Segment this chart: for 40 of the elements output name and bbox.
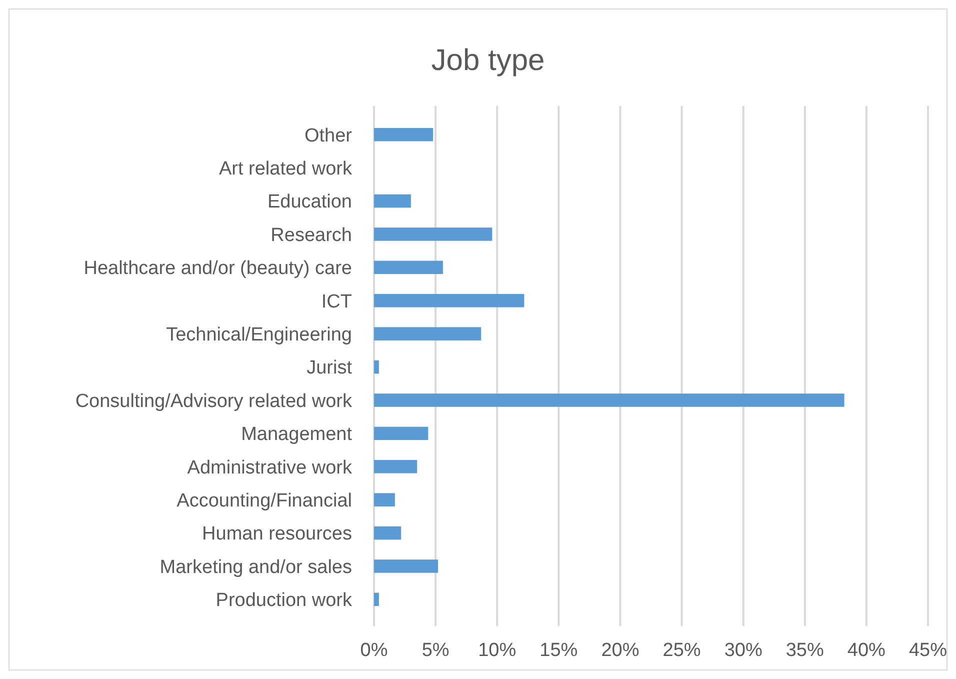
- bar: [374, 194, 411, 208]
- y-tick-label: Healthcare and/or (beauty) care: [84, 258, 352, 280]
- bar: [374, 493, 395, 506]
- bar: [374, 228, 492, 241]
- bar: [374, 294, 524, 308]
- y-tick-label: Technical/Engineering: [166, 324, 352, 346]
- y-tick-label: Education: [267, 192, 352, 213]
- x-tick-label: 20%: [601, 640, 640, 661]
- bar: [374, 327, 482, 340]
- bar: [374, 128, 434, 142]
- x-tick-label: 30%: [724, 640, 762, 661]
- bar: [374, 394, 844, 407]
- y-tick-label: Jurist: [306, 358, 353, 379]
- bar: [374, 260, 443, 274]
- y-tick-label: Management: [241, 424, 353, 446]
- y-tick-label: Consulting/Advisory related work: [75, 390, 352, 412]
- x-tick-label: 25%: [662, 640, 701, 661]
- y-tick-label: Production work: [216, 590, 352, 612]
- x-tick-label: 15%: [540, 640, 578, 661]
- x-tick-label: 5%: [422, 640, 450, 661]
- y-tick-label: Human resources: [202, 524, 352, 545]
- bar: [374, 360, 379, 374]
- x-tick-label: 10%: [478, 640, 516, 661]
- y-tick-label: ICT: [321, 291, 352, 312]
- y-tick-label: Administrative work: [187, 457, 352, 478]
- x-tick-label: 45%: [908, 640, 948, 661]
- y-tick-label: Art related work: [218, 158, 352, 180]
- bar: [374, 526, 402, 540]
- y-tick-label: Other: [304, 125, 353, 146]
- bar: [374, 560, 438, 573]
- y-tick-label: Marketing and/or sales: [160, 556, 352, 578]
- y-tick-label: Accounting/Financial: [176, 490, 352, 512]
- chart-title: Job type: [431, 44, 545, 77]
- x-tick-label: 40%: [847, 640, 886, 661]
- x-tick-label: 35%: [786, 640, 824, 661]
- x-tick-label: 0%: [360, 640, 388, 661]
- bar: [374, 426, 428, 440]
- bar: [374, 592, 379, 606]
- bar: [374, 460, 418, 474]
- y-tick-label: Research: [270, 224, 352, 246]
